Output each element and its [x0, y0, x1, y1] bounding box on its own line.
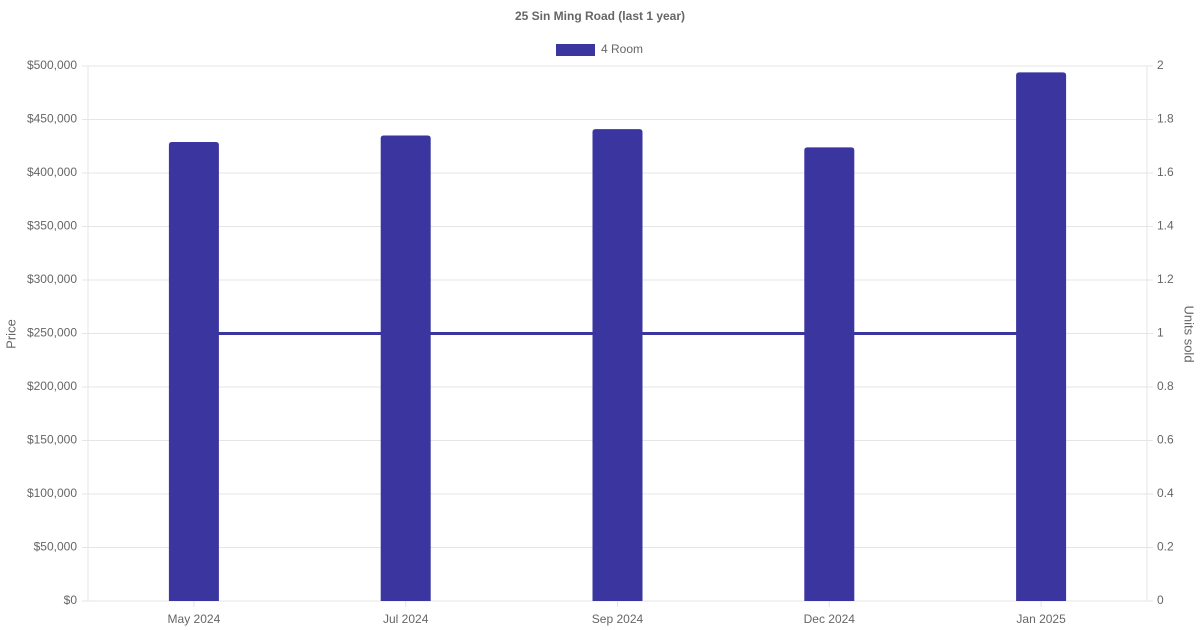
y-tick-label: $100,000 [27, 486, 77, 500]
x-tick-label: May 2024 [168, 612, 221, 626]
x-tick-label: Dec 2024 [804, 612, 856, 626]
y2-tick-label: 1.2 [1157, 272, 1174, 286]
bar [592, 129, 643, 601]
y2-tick-label: 0.2 [1157, 540, 1174, 554]
y2-tick-label: 0.4 [1157, 486, 1174, 500]
y-tick-label: $400,000 [27, 165, 77, 179]
y2-axis-label: Units sold [1182, 305, 1197, 362]
bar [1016, 72, 1067, 602]
y-tick-label: $500,000 [27, 58, 77, 72]
y-tick-label: $250,000 [27, 326, 77, 340]
y-tick-label: $350,000 [27, 219, 77, 233]
y2-tick-label: 0.6 [1157, 433, 1174, 447]
y-axis-label: Price [3, 319, 18, 349]
y2-tick-label: 0 [1157, 593, 1164, 607]
legend-label: 4 Room [601, 42, 643, 56]
y-tick-label: $200,000 [27, 379, 77, 393]
y-tick-label: $0 [64, 593, 78, 607]
y-tick-label: $50,000 [34, 540, 78, 554]
bar [168, 141, 219, 601]
y2-tick-label: 1.6 [1157, 165, 1174, 179]
chart-title: 25 Sin Ming Road (last 1 year) [515, 9, 685, 23]
y-tick-label: $150,000 [27, 433, 77, 447]
y2-tick-label: 1.8 [1157, 112, 1174, 126]
x-tick-label: Jan 2025 [1016, 612, 1066, 626]
y2-tick-label: 2 [1157, 58, 1164, 72]
y2-tick-label: 0.8 [1157, 379, 1174, 393]
y-tick-label: $450,000 [27, 112, 77, 126]
legend-swatch [556, 44, 595, 56]
x-tick-label: Jul 2024 [383, 612, 429, 626]
bar [380, 135, 431, 602]
x-tick-label: Sep 2024 [592, 612, 644, 626]
y2-tick-label: 1 [1157, 326, 1164, 340]
y2-tick-label: 1.4 [1157, 219, 1174, 233]
bar [804, 147, 855, 601]
y-tick-label: $300,000 [27, 272, 77, 286]
